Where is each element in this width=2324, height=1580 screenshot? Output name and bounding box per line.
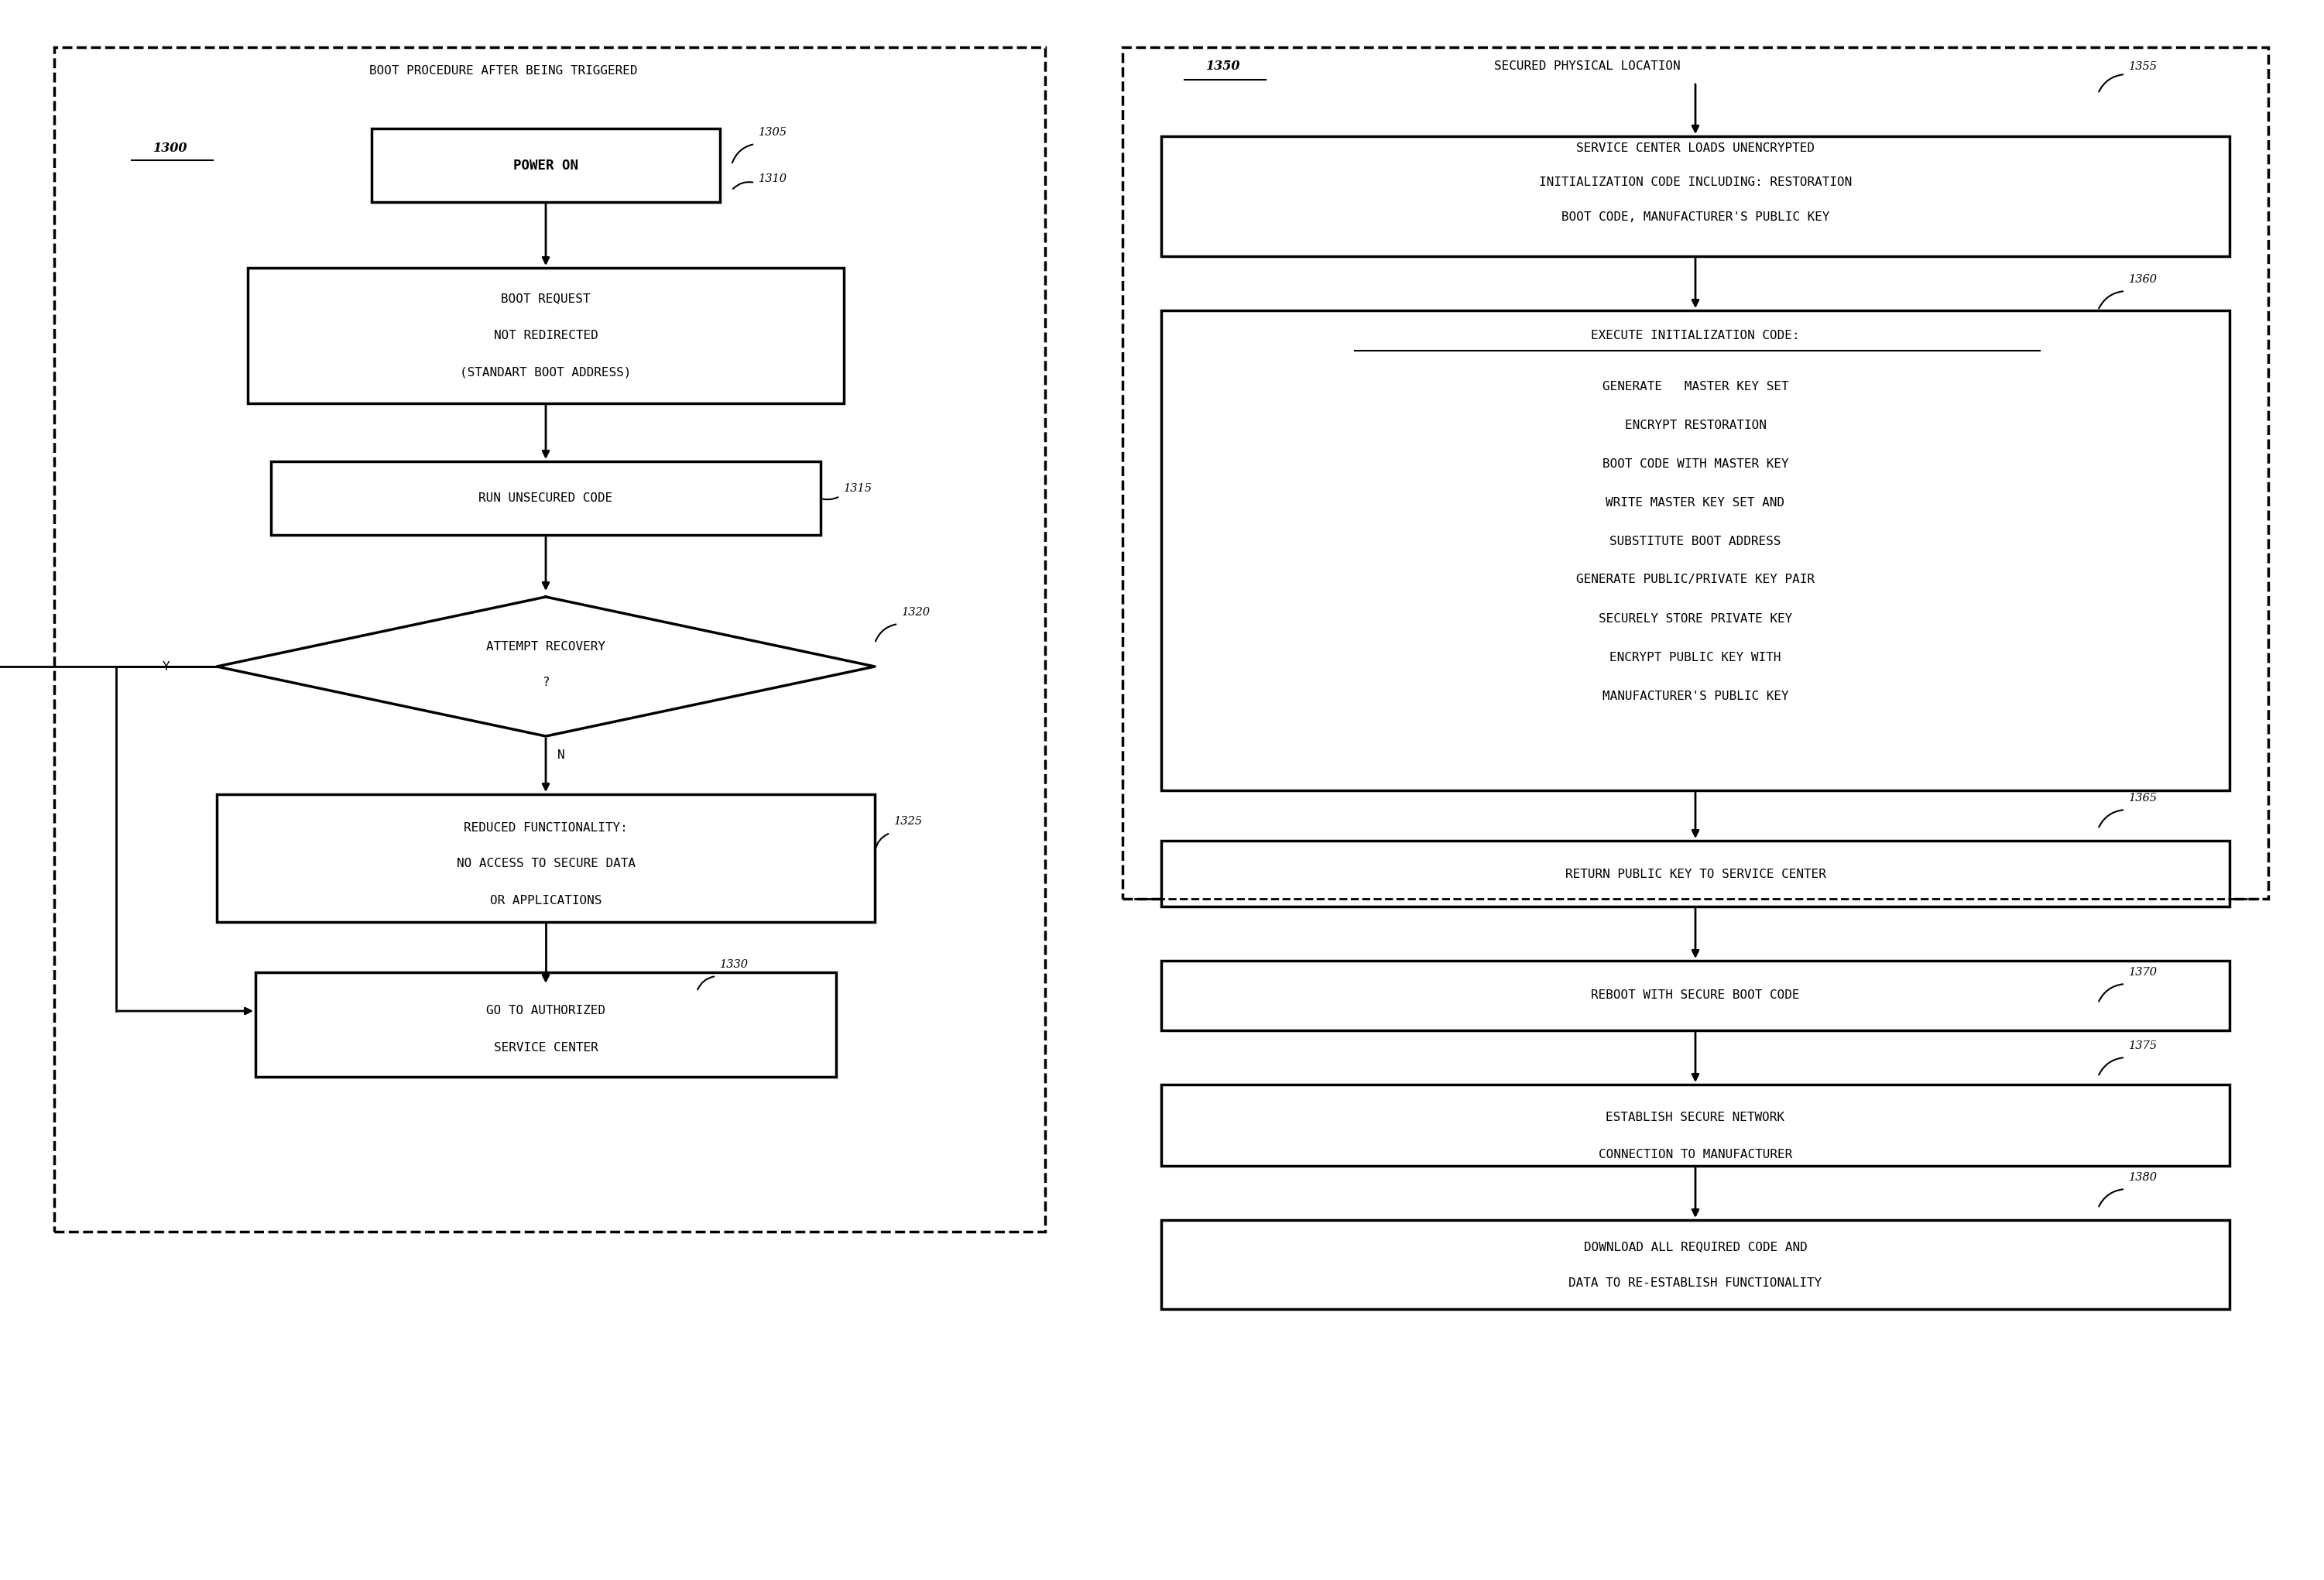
Text: ATTEMPT RECOVERY: ATTEMPT RECOVERY	[486, 641, 604, 653]
Text: GENERATE   MASTER KEY SET: GENERATE MASTER KEY SET	[1601, 381, 1789, 392]
Text: GO TO AUTHORIZED: GO TO AUTHORIZED	[486, 1005, 604, 1018]
Text: SECURELY STORE PRIVATE KEY: SECURELY STORE PRIVATE KEY	[1599, 613, 1792, 624]
Text: 1325: 1325	[895, 815, 923, 826]
Text: ENCRYPT PUBLIC KEY WITH: ENCRYPT PUBLIC KEY WITH	[1611, 651, 1780, 664]
Text: REDUCED FUNCTIONALITY:: REDUCED FUNCTIONALITY:	[465, 822, 627, 833]
Text: SUBSTITUTE BOOT ADDRESS: SUBSTITUTE BOOT ADDRESS	[1611, 536, 1780, 547]
Text: 1350: 1350	[1206, 60, 1241, 73]
Text: SECURED PHYSICAL LOCATION: SECURED PHYSICAL LOCATION	[1494, 60, 1680, 73]
FancyBboxPatch shape	[1162, 961, 2229, 1030]
Text: 1315: 1315	[844, 483, 872, 495]
Text: NOT REDIRECTED: NOT REDIRECTED	[493, 330, 597, 341]
Text: (STANDART BOOT ADDRESS): (STANDART BOOT ADDRESS)	[460, 367, 632, 378]
Text: ESTABLISH SECURE NETWORK: ESTABLISH SECURE NETWORK	[1606, 1112, 1785, 1123]
Text: RUN UNSECURED CODE: RUN UNSECURED CODE	[479, 493, 614, 504]
Text: BOOT CODE, MANUFACTURER'S PUBLIC KEY: BOOT CODE, MANUFACTURER'S PUBLIC KEY	[1562, 212, 1829, 223]
Text: BOOT PROCEDURE AFTER BEING TRIGGERED: BOOT PROCEDURE AFTER BEING TRIGGERED	[370, 65, 637, 76]
FancyBboxPatch shape	[1162, 841, 2229, 907]
Text: 1380: 1380	[2129, 1172, 2157, 1183]
Text: 1360: 1360	[2129, 273, 2157, 284]
Text: NO ACCESS TO SECURE DATA: NO ACCESS TO SECURE DATA	[456, 858, 634, 869]
Text: 1355: 1355	[2129, 62, 2157, 73]
Text: 1365: 1365	[2129, 793, 2157, 804]
FancyBboxPatch shape	[256, 972, 837, 1078]
FancyBboxPatch shape	[1162, 136, 2229, 256]
Text: MANUFACTURER'S PUBLIC KEY: MANUFACTURER'S PUBLIC KEY	[1601, 690, 1789, 702]
FancyBboxPatch shape	[272, 461, 820, 536]
FancyBboxPatch shape	[372, 128, 720, 202]
Text: WRITE MASTER KEY SET AND: WRITE MASTER KEY SET AND	[1606, 496, 1785, 509]
Text: 1310: 1310	[758, 174, 788, 185]
Text: 1330: 1330	[720, 959, 748, 970]
Text: INITIALIZATION CODE INCLUDING: RESTORATION: INITIALIZATION CODE INCLUDING: RESTORATI…	[1538, 177, 1852, 188]
Text: SERVICE CENTER LOADS UNENCRYPTED: SERVICE CENTER LOADS UNENCRYPTED	[1576, 142, 1815, 153]
Text: GENERATE PUBLIC/PRIVATE KEY PAIR: GENERATE PUBLIC/PRIVATE KEY PAIR	[1576, 574, 1815, 586]
Text: DOWNLOAD ALL REQUIRED CODE AND: DOWNLOAD ALL REQUIRED CODE AND	[1583, 1242, 1808, 1253]
Text: 1300: 1300	[153, 141, 188, 155]
FancyBboxPatch shape	[1162, 1084, 2229, 1166]
FancyBboxPatch shape	[249, 269, 844, 403]
Text: BOOT REQUEST: BOOT REQUEST	[502, 292, 590, 305]
Text: N: N	[558, 750, 565, 762]
Text: 1305: 1305	[758, 126, 788, 137]
Text: 1320: 1320	[902, 607, 930, 618]
Text: ENCRYPT RESTORATION: ENCRYPT RESTORATION	[1624, 419, 1766, 431]
Text: SERVICE CENTER: SERVICE CENTER	[493, 1041, 597, 1054]
Text: 1375: 1375	[2129, 1041, 2157, 1051]
Text: ?: ?	[541, 676, 548, 687]
FancyBboxPatch shape	[216, 795, 874, 923]
Polygon shape	[216, 597, 874, 736]
Text: EXECUTE INITIALIZATION CODE:: EXECUTE INITIALIZATION CODE:	[1592, 329, 1799, 341]
Text: Y: Y	[163, 660, 170, 673]
Text: CONNECTION TO MANUFACTURER: CONNECTION TO MANUFACTURER	[1599, 1149, 1792, 1160]
Text: OR APPLICATIONS: OR APPLICATIONS	[490, 894, 602, 905]
Text: POWER ON: POWER ON	[514, 158, 579, 172]
Text: DATA TO RE-ESTABLISH FUNCTIONALITY: DATA TO RE-ESTABLISH FUNCTIONALITY	[1569, 1278, 1822, 1289]
Text: 1370: 1370	[2129, 967, 2157, 978]
Text: REBOOT WITH SECURE BOOT CODE: REBOOT WITH SECURE BOOT CODE	[1592, 989, 1799, 1002]
Text: RETURN PUBLIC KEY TO SERVICE CENTER: RETURN PUBLIC KEY TO SERVICE CENTER	[1564, 867, 1827, 880]
FancyBboxPatch shape	[1162, 310, 2229, 790]
FancyBboxPatch shape	[1162, 1220, 2229, 1310]
Text: BOOT CODE WITH MASTER KEY: BOOT CODE WITH MASTER KEY	[1601, 458, 1789, 469]
